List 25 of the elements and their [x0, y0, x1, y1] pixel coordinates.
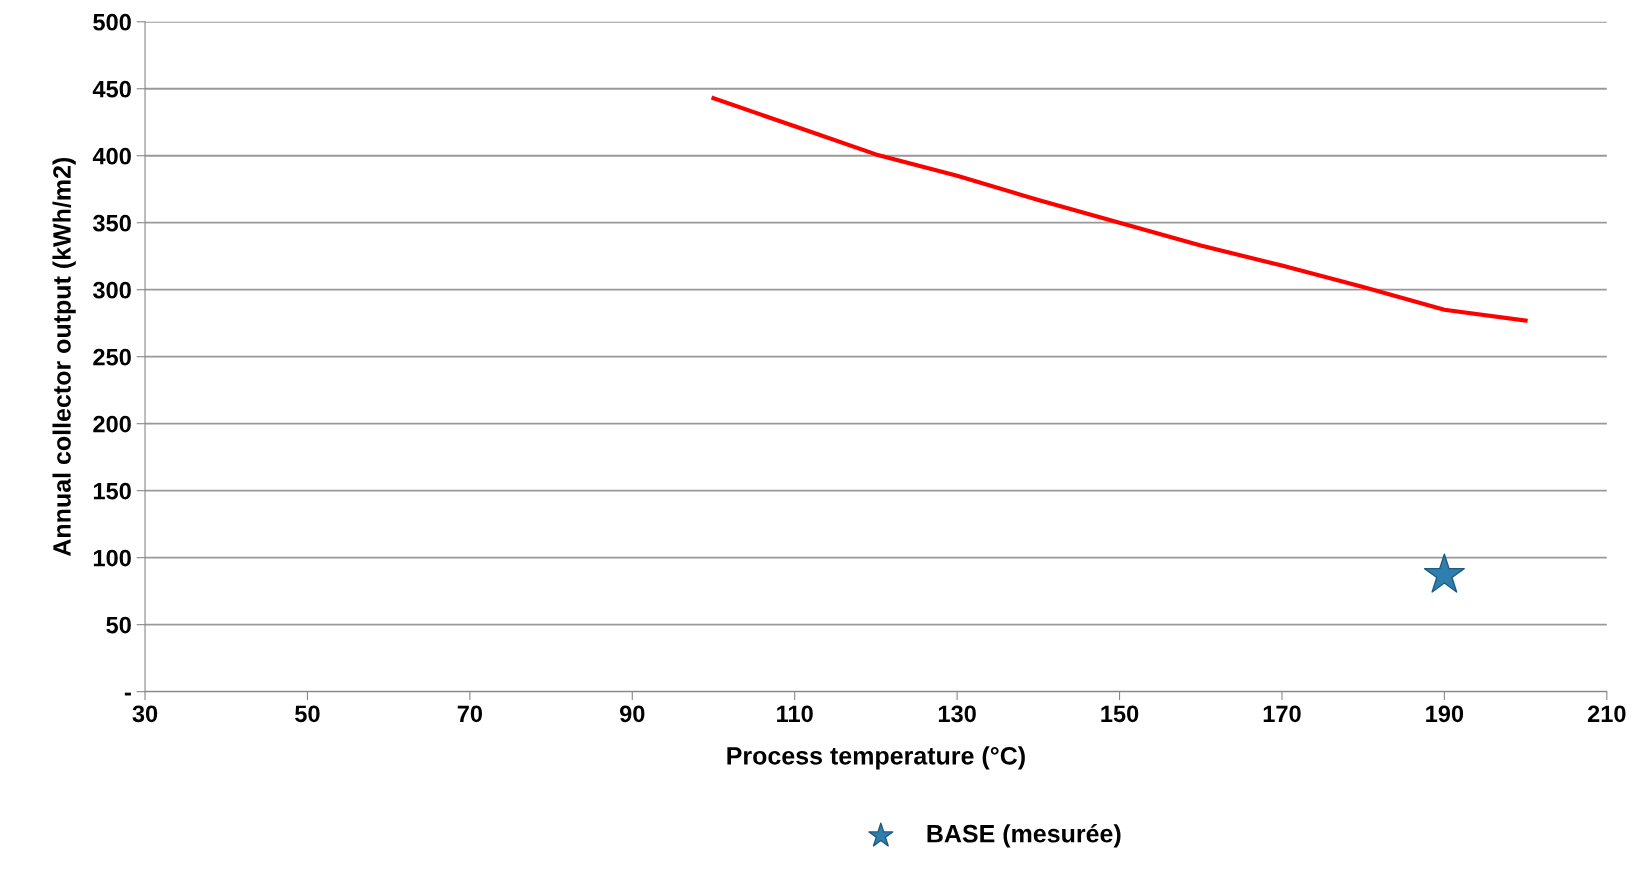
y-axis-title: Annual collector output (kWh/m2) [52, 157, 76, 557]
x-axis-title: Process temperature (°C) [727, 746, 1025, 770]
x-tick-label: 150 [1101, 705, 1139, 723]
x-tick-label: 190 [1426, 705, 1464, 723]
x-tick-label: 90 [619, 705, 645, 723]
x-tick-label: 70 [457, 705, 483, 723]
y-tick-label: 300 [92, 281, 131, 299]
y-tick-label: - [124, 692, 131, 696]
y-tick-label: 100 [93, 549, 131, 567]
y-tick-label: 350 [92, 214, 131, 232]
y-tick-label: 150 [93, 482, 131, 500]
y-tick-label: 200 [93, 415, 131, 433]
y-tick-label: 450 [92, 80, 131, 98]
x-tick-label: 170 [1263, 705, 1301, 723]
x-tick-label: 210 [1587, 705, 1626, 723]
x-tick-label: 110 [777, 705, 813, 723]
y-tick-label: 400 [92, 147, 131, 165]
line-series [711, 96, 1528, 323]
legend-label: BASE (mesurée) [927, 823, 1121, 848]
y-tick-label: 250 [93, 348, 131, 366]
y-tick-label: 500 [93, 13, 131, 31]
x-tick-label: 30 [132, 705, 158, 723]
x-tick-label: 50 [295, 705, 320, 723]
y-tick-label: 50 [106, 616, 131, 634]
x-tick-label: 130 [938, 705, 976, 723]
